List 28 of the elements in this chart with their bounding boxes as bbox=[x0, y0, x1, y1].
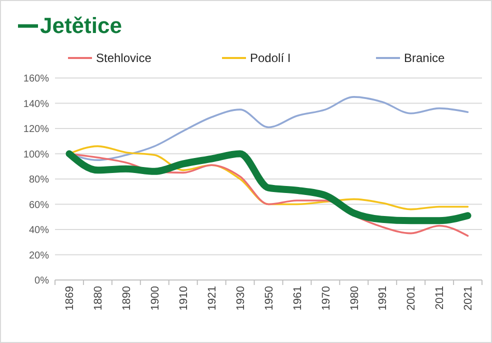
x-tick-label: 1970 bbox=[320, 286, 332, 310]
x-tick-label: 2001 bbox=[406, 286, 418, 310]
x-tick-label: 2011 bbox=[434, 286, 446, 310]
x-tick-label: 1950 bbox=[263, 286, 276, 310]
x-tick-label: 2021 bbox=[462, 286, 475, 310]
legend-label: Jetětice bbox=[40, 13, 122, 38]
y-tick-label: 0% bbox=[34, 276, 50, 286]
y-tick-label: 120% bbox=[23, 124, 50, 135]
y-tick-label: 100% bbox=[23, 149, 50, 160]
y-tick-label: 40% bbox=[28, 225, 50, 236]
x-tick-label: 1961 bbox=[292, 286, 304, 310]
y-tick-label: 140% bbox=[23, 98, 50, 110]
legend-label: Branice bbox=[404, 51, 446, 66]
y-tick-label: 160% bbox=[23, 74, 50, 84]
x-tick-label: 1921 bbox=[206, 286, 218, 310]
y-tick-label: 20% bbox=[28, 250, 50, 262]
y-tick-label: 60% bbox=[28, 200, 50, 211]
y-tick-label: 80% bbox=[28, 174, 50, 186]
legend-label: Podolí I bbox=[250, 51, 291, 66]
x-tick-label: 1980 bbox=[348, 286, 361, 310]
x-tick-label: 1880 bbox=[92, 286, 105, 310]
legend-label: Stehlovice bbox=[96, 51, 152, 66]
x-tick-label: 1869 bbox=[64, 286, 76, 310]
x-tick-label: 1910 bbox=[178, 286, 190, 310]
x-tick-label: 1890 bbox=[121, 286, 134, 310]
x-tick-label: 1930 bbox=[234, 286, 247, 310]
x-tick-label: 1900 bbox=[149, 286, 162, 310]
x-tick-label: 1991 bbox=[377, 286, 390, 310]
